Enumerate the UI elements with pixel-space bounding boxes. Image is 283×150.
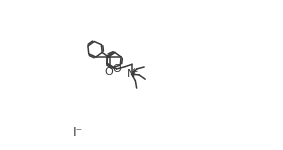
Text: O: O	[112, 64, 121, 74]
Text: +: +	[130, 67, 138, 76]
Text: I⁻: I⁻	[72, 126, 83, 138]
Text: O: O	[104, 67, 113, 77]
Text: N: N	[127, 69, 135, 79]
